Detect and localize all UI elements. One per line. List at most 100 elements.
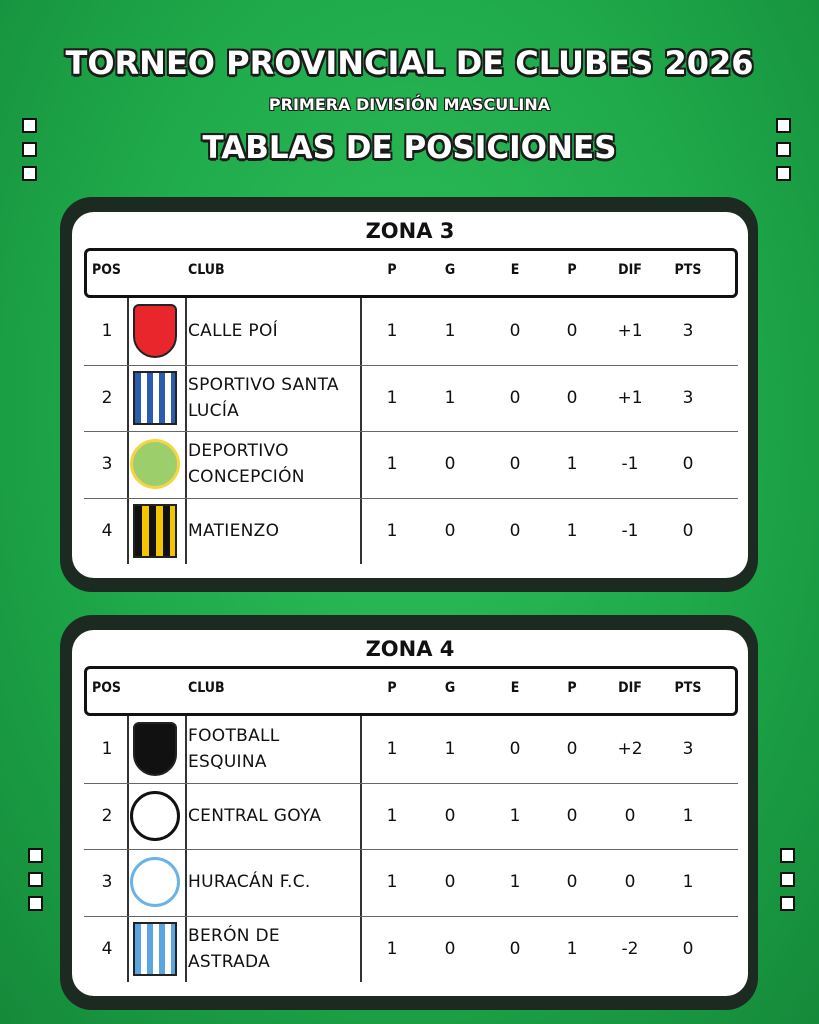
cell: 0 — [566, 321, 578, 342]
club-name: BERÓN DE ASTRADA — [188, 925, 280, 972]
header-row — [84, 666, 738, 716]
cell: 0 — [682, 454, 694, 475]
cell: 1 — [386, 739, 398, 760]
cell: 0 — [509, 387, 521, 408]
subtitle: PRIMERA DIVISIÓN MASCULINA — [268, 95, 551, 114]
club-logo — [130, 439, 180, 490]
decor — [28, 896, 43, 911]
title: TORNEO PROVINCIAL DE CLUBES 2026 — [65, 44, 754, 82]
cell: 0 — [566, 387, 578, 408]
cell: 1 — [682, 872, 694, 893]
club-logo — [130, 857, 180, 908]
cell: 3 — [101, 454, 113, 475]
cell: 0 — [624, 872, 636, 893]
column-header: DIF — [618, 680, 642, 696]
club-logo — [130, 790, 180, 841]
cell: 3 — [682, 739, 694, 760]
cell: -1 — [621, 454, 639, 475]
cell: 1 — [509, 872, 521, 893]
cell: 1 — [566, 454, 578, 475]
decor — [776, 142, 791, 157]
decor — [22, 142, 37, 157]
column-header: E — [510, 262, 520, 278]
column-header: POS — [92, 680, 122, 696]
cell: 3 — [682, 387, 694, 408]
column-header: P — [387, 680, 397, 696]
row-divider — [84, 497, 738, 499]
club-name: DEPORTIVO CONCEPCIÓN — [188, 441, 305, 488]
row-divider — [84, 364, 738, 366]
cell: 1 — [386, 520, 398, 541]
club-logo — [133, 370, 177, 425]
cell: 1 — [101, 321, 113, 342]
cell: 4 — [101, 938, 113, 959]
column-header: G — [444, 262, 456, 278]
decor — [780, 848, 795, 863]
cell: -1 — [621, 520, 639, 541]
cell: 1 — [386, 805, 398, 826]
club-logo — [133, 503, 177, 558]
cell: 1 — [682, 805, 694, 826]
column-header: PTS — [674, 680, 702, 696]
cell: +2 — [617, 739, 643, 760]
column-header: G — [444, 680, 456, 696]
column-header: CLUB — [188, 262, 225, 278]
cell: 0 — [444, 938, 456, 959]
decor — [28, 848, 43, 863]
club-name: HURACÁN F.C. — [188, 872, 311, 893]
decor — [776, 166, 791, 181]
cell: 0 — [566, 805, 578, 826]
cell: 0 — [566, 739, 578, 760]
cell: 1 — [386, 454, 398, 475]
decor — [22, 118, 37, 133]
club-name: MATIENZO — [188, 520, 280, 541]
club-name: SPORTIVO SANTA LUCÍA — [188, 374, 339, 421]
club-name: FOOTBALL ESQUINA — [188, 726, 280, 773]
cell: 0 — [509, 739, 521, 760]
decor — [22, 166, 37, 181]
heading: TABLAS DE POSICIONES — [202, 130, 617, 166]
header-row — [84, 248, 738, 298]
cell: 0 — [509, 520, 521, 541]
cell: 0 — [509, 454, 521, 475]
row-divider — [84, 915, 738, 917]
cell: 1 — [566, 938, 578, 959]
decor — [28, 872, 43, 887]
cell: 2 — [101, 805, 113, 826]
column-header: P — [567, 262, 577, 278]
cell: 1 — [444, 739, 456, 760]
cell: 1 — [386, 938, 398, 959]
cell: 0 — [444, 454, 456, 475]
column-header: CLUB — [188, 680, 225, 696]
cell: +1 — [617, 321, 643, 342]
zone-title: ZONA 3 — [365, 219, 455, 243]
cell: 0 — [444, 805, 456, 826]
column-header: POS — [92, 262, 122, 278]
decor — [776, 118, 791, 133]
cell: 0 — [509, 938, 521, 959]
cell: 1 — [101, 739, 113, 760]
club-logo — [133, 722, 177, 777]
cell: 1 — [386, 387, 398, 408]
column-header: E — [510, 680, 520, 696]
cell: 0 — [682, 938, 694, 959]
decor — [780, 896, 795, 911]
club-name: CALLE POÍ — [188, 321, 278, 342]
cell: 0 — [566, 872, 578, 893]
cell: 0 — [509, 321, 521, 342]
cell: 0 — [624, 805, 636, 826]
column-header: P — [567, 680, 577, 696]
cell: 0 — [444, 872, 456, 893]
row-divider — [84, 849, 738, 850]
cell: +1 — [617, 387, 643, 408]
cell: 0 — [444, 520, 456, 541]
cell: 0 — [682, 520, 694, 541]
row-divider — [84, 782, 738, 784]
club-name: CENTRAL GOYA — [188, 805, 322, 826]
column-header: DIF — [618, 262, 642, 278]
row-divider — [84, 431, 738, 432]
cell: 3 — [101, 872, 113, 893]
decor — [780, 872, 795, 887]
cell: 1 — [566, 520, 578, 541]
